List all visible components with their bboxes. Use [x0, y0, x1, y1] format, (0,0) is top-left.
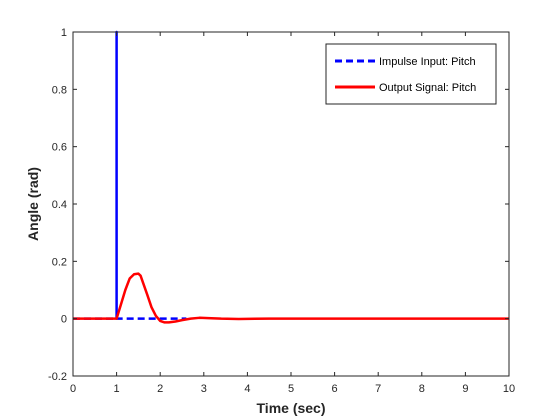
legend-label-impulse-input: Impulse Input: Pitch: [379, 56, 476, 68]
x-tick-label: 1: [114, 383, 120, 395]
x-tick-label: 4: [244, 383, 250, 395]
legend-box: [325, 43, 497, 105]
y-tick-label: 0: [61, 314, 67, 326]
x-tick-label: 0: [70, 383, 76, 395]
series-line-output-signal: [73, 272, 509, 324]
legend-label-output-signal: Output Signal: Pitch: [379, 82, 476, 94]
tick-layer: 0 1 2 3 4 5 6 7 8 9 10-0.200.20.40.60.81: [48, 27, 515, 395]
y-tick-label: 0.4: [52, 199, 67, 211]
legend: Impulse Input: Pitch Output Signal: Pitc…: [325, 43, 497, 105]
x-tick-label: 6: [332, 383, 338, 395]
x-axis-label: Time (sec): [257, 400, 326, 416]
x-tick-label: 7: [375, 383, 381, 395]
y-tick-label: 0.6: [52, 142, 67, 154]
y-tick-label: 1: [61, 27, 67, 39]
x-tick-label: 2: [157, 383, 163, 395]
y-tick-label: 0.2: [52, 256, 67, 268]
x-tick-label: 8: [419, 383, 425, 395]
x-tick-label: 9: [462, 383, 468, 395]
x-tick-label: 5: [288, 383, 294, 395]
x-tick-label: 3: [201, 383, 207, 395]
y-axis-label: Angle (rad): [25, 167, 41, 241]
x-tick-label: 10: [503, 383, 515, 395]
y-tick-label: 0.8: [52, 84, 67, 96]
y-tick-label: -0.2: [48, 371, 67, 383]
